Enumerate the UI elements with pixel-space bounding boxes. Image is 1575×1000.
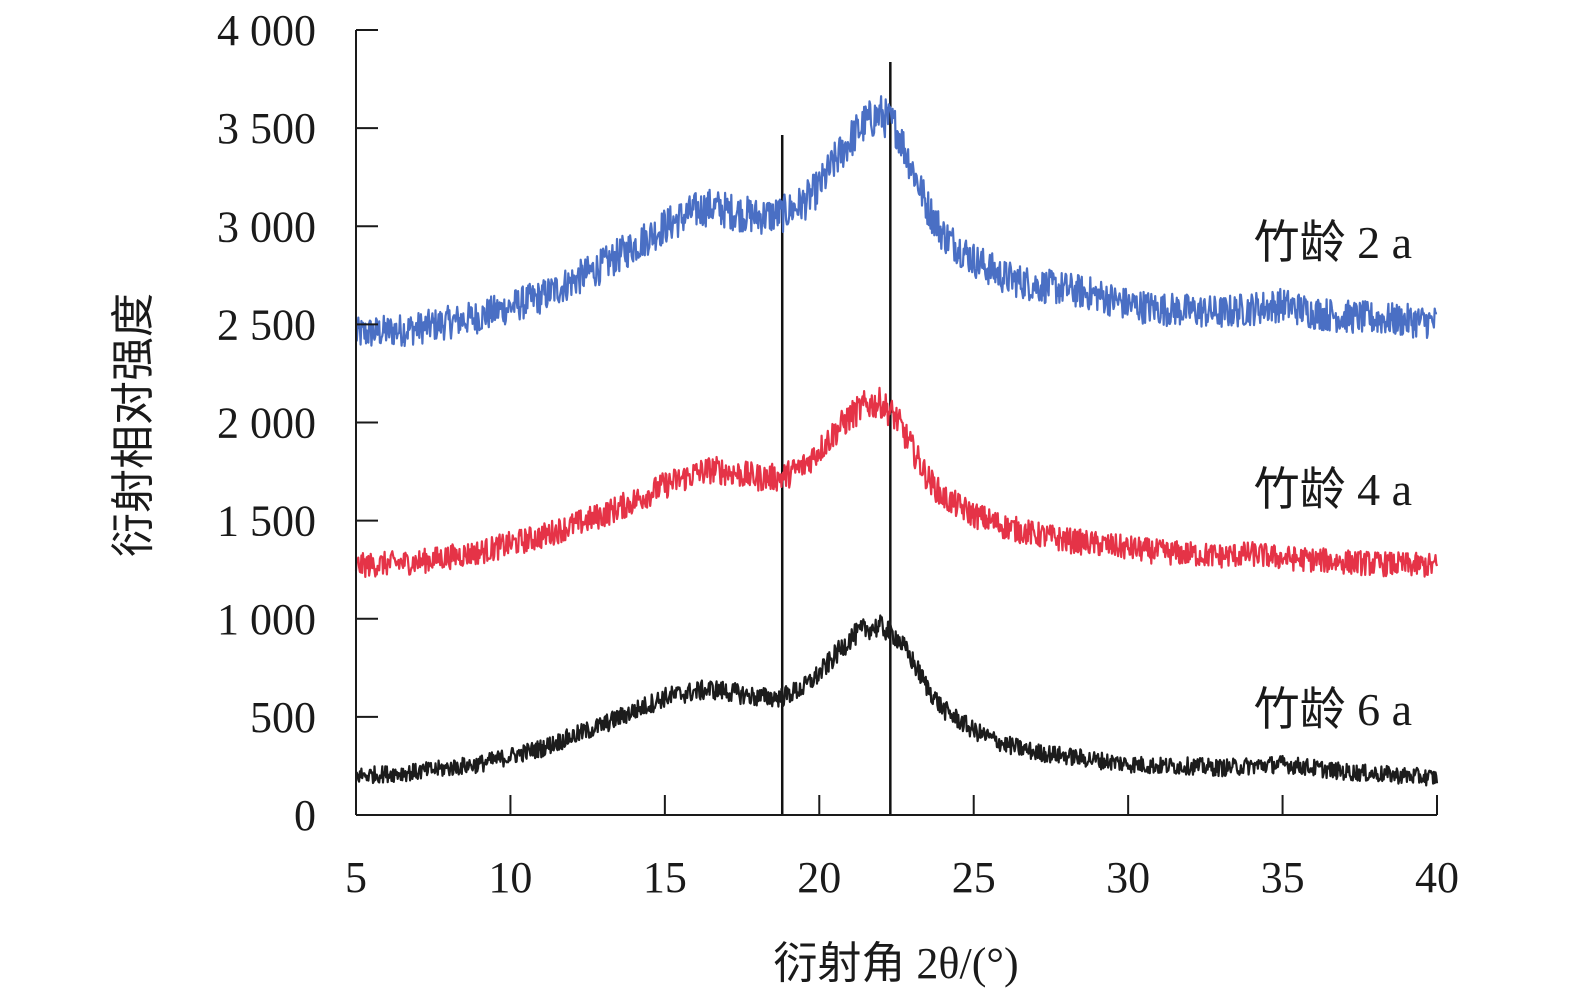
x-tick-label: 20 (797, 853, 841, 902)
y-tick-label: 1 000 (217, 595, 316, 644)
x-axis-title: 衍射角 2θ/(°) (773, 939, 1018, 988)
x-tick-label: 35 (1261, 853, 1305, 902)
series-label: 竹龄 2 a (1254, 217, 1412, 268)
series-layer (354, 95, 1439, 787)
y-tick-label: 2 500 (217, 300, 316, 349)
y-tick-label: 3 500 (217, 104, 316, 153)
series-label: 竹龄 4 a (1254, 464, 1412, 515)
x-tick-label: 40 (1415, 853, 1459, 902)
x-tick-label: 5 (345, 853, 367, 902)
series-line (355, 614, 1439, 787)
y-tick-label: 3 000 (217, 202, 316, 251)
x-tick-label: 30 (1106, 853, 1150, 902)
series-line (354, 95, 1438, 348)
y-tick-label: 0 (294, 791, 316, 840)
y-tick-label: 4 000 (217, 6, 316, 55)
y-tick-label: 1 500 (217, 497, 316, 546)
series-labels: 竹龄 2 a 竹龄 4 a 竹龄 6 a (1254, 217, 1412, 735)
y-tick-label: 2 000 (217, 399, 316, 448)
y-axis-title: 衍射相对强度 (109, 293, 158, 557)
x-tick-label: 25 (952, 853, 996, 902)
x-tick-label: 15 (643, 853, 687, 902)
y-tick-label: 500 (250, 693, 316, 742)
x-ticks: 5 10 15 20 25 30 35 40 (345, 795, 1459, 902)
x-tick-label: 10 (488, 853, 532, 902)
series-label: 竹龄 6 a (1254, 684, 1412, 735)
y-ticks: 0 500 1 000 1 500 2 000 2 500 3 000 3 500 4 000 (217, 6, 378, 840)
series-line (354, 386, 1439, 578)
